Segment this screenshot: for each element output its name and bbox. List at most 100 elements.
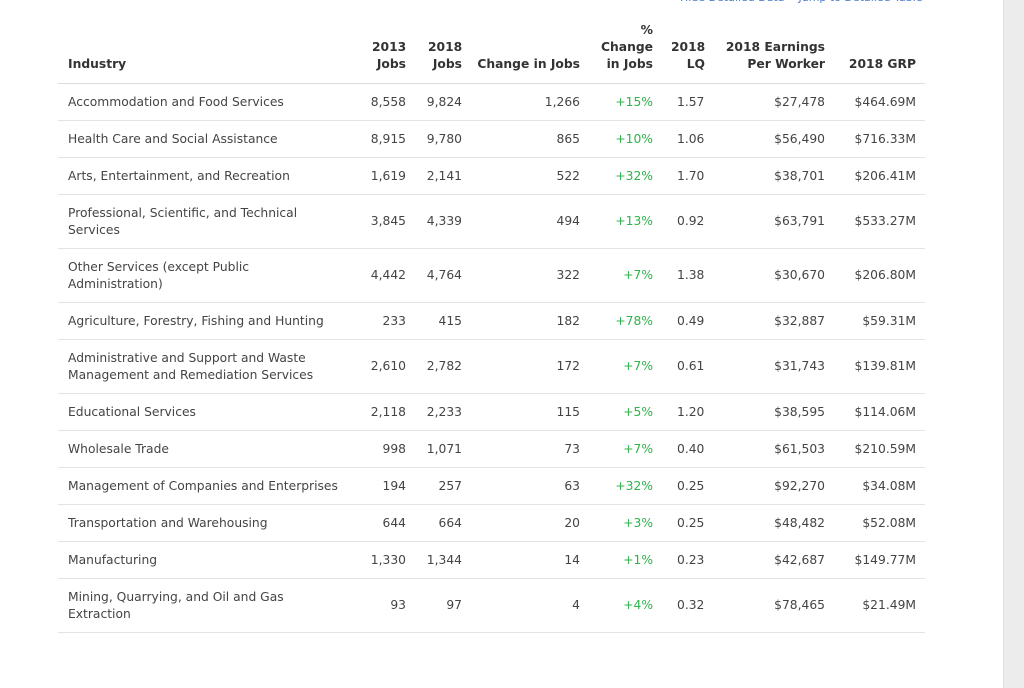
column-header: Industry bbox=[58, 22, 358, 84]
cell: 9,780 bbox=[406, 120, 462, 158]
cell: 0.49 bbox=[653, 302, 705, 340]
cell: $464.69M bbox=[825, 83, 925, 121]
table-row: Other Services (except Public Administra… bbox=[58, 248, 925, 303]
cell: 494 bbox=[462, 194, 580, 249]
cell: 20 bbox=[462, 504, 580, 542]
cell: +3% bbox=[580, 504, 653, 542]
cell: 0.25 bbox=[653, 467, 705, 505]
cell: Administrative and Support and Waste Man… bbox=[58, 339, 358, 394]
cell: 0.23 bbox=[653, 541, 705, 579]
cell: +32% bbox=[580, 467, 653, 505]
cell: $32,887 bbox=[705, 302, 825, 340]
cell: $31,743 bbox=[705, 339, 825, 394]
link[interactable]: Hide Detailed Data bbox=[680, 0, 785, 4]
cell: Accommodation and Food Services bbox=[58, 83, 358, 121]
cell: Wholesale Trade bbox=[58, 430, 358, 468]
table-row: Wholesale Trade 998 1,071 73 +7% 0.40 $61,503 $… bbox=[58, 430, 925, 468]
cell: +4% bbox=[580, 578, 653, 633]
cell: $206.41M bbox=[825, 157, 925, 195]
header-text: 2018 Jobs bbox=[428, 40, 463, 71]
cell: Transportation and Warehousing bbox=[58, 504, 358, 542]
cell: $63,791 bbox=[705, 194, 825, 249]
cell: 2,610 bbox=[358, 339, 406, 394]
cell: $139.81M bbox=[825, 339, 925, 394]
cell: Professional, Scientific, and Technical … bbox=[58, 194, 358, 249]
cell: $21.49M bbox=[825, 578, 925, 633]
scrollbar bbox=[1003, 0, 1024, 688]
cell: Manufacturing bbox=[58, 541, 358, 579]
cell: 1,330 bbox=[358, 541, 406, 579]
cell: Arts, Entertainment, and Recreation bbox=[58, 157, 358, 195]
column-header: % Change in Jobs bbox=[580, 22, 653, 84]
header-text: 2018 Earnings Per Worker bbox=[725, 40, 825, 71]
cell: +5% bbox=[580, 393, 653, 431]
cell: +78% bbox=[580, 302, 653, 340]
cell: 182 bbox=[462, 302, 580, 340]
cell: 233 bbox=[358, 302, 406, 340]
link[interactable]: Jump to Detailed Table bbox=[799, 0, 923, 4]
cell: 1.06 bbox=[653, 120, 705, 158]
cell: 1.38 bbox=[653, 248, 705, 303]
header-row: Industry 2013 Jobs 2018 Jobs Change in Jobs… bbox=[58, 22, 925, 84]
cell: 0.32 bbox=[653, 578, 705, 633]
cell: $533.27M bbox=[825, 194, 925, 249]
cell: 522 bbox=[462, 157, 580, 195]
cell: +1% bbox=[580, 541, 653, 579]
cell: 1,071 bbox=[406, 430, 462, 468]
header-text: 2018 LQ bbox=[671, 40, 706, 71]
cell: 322 bbox=[462, 248, 580, 303]
column-header: 2018 Earnings Per Worker bbox=[705, 22, 825, 84]
cell: 8,558 bbox=[358, 83, 406, 121]
cell: $92,270 bbox=[705, 467, 825, 505]
cell: +13% bbox=[580, 194, 653, 249]
cell: Other Services (except Public Administra… bbox=[58, 248, 358, 303]
cell: $206.80M bbox=[825, 248, 925, 303]
cell: +7% bbox=[580, 430, 653, 468]
cell: $27,478 bbox=[705, 83, 825, 121]
table-row: Manufacturing 1,330 1,344 14 +1% 0.23 $42,687 $… bbox=[58, 541, 925, 579]
cell: 0.92 bbox=[653, 194, 705, 249]
cell: +7% bbox=[580, 339, 653, 394]
cell: Health Care and Social Assistance bbox=[58, 120, 358, 158]
cell: $114.06M bbox=[825, 393, 925, 431]
cell: $42,687 bbox=[705, 541, 825, 579]
cell: 4,764 bbox=[406, 248, 462, 303]
cell: $78,465 bbox=[705, 578, 825, 633]
cell: 63 bbox=[462, 467, 580, 505]
cell: Agriculture, Forestry, Fishing and Hunti… bbox=[58, 302, 358, 340]
cell: $38,701 bbox=[705, 157, 825, 195]
table-row: Health Care and Social Assistance 8,915 9,… bbox=[58, 120, 925, 158]
cell: $38,595 bbox=[705, 393, 825, 431]
column-header: 2018 GRP bbox=[825, 22, 925, 84]
cell: $56,490 bbox=[705, 120, 825, 158]
cell: 1,344 bbox=[406, 541, 462, 579]
cell: 172 bbox=[462, 339, 580, 394]
cell: 257 bbox=[406, 467, 462, 505]
header-text: 2013 Jobs bbox=[372, 40, 407, 71]
cell: 1.57 bbox=[653, 83, 705, 121]
column-header: 2018 LQ bbox=[653, 22, 705, 84]
cell: 9,824 bbox=[406, 83, 462, 121]
table-row: Administrative and Support and Waste Man… bbox=[58, 339, 925, 394]
cell: 93 bbox=[358, 578, 406, 633]
column-header: 2018 Jobs bbox=[406, 22, 462, 84]
cell: +7% bbox=[580, 248, 653, 303]
column-header: Change in Jobs bbox=[462, 22, 580, 84]
table-row: Management of Companies and Enterprises 1… bbox=[58, 467, 925, 505]
cell: 998 bbox=[358, 430, 406, 468]
table-body: Accommodation and Food Services 8,558 9,82… bbox=[58, 83, 925, 633]
cell: 415 bbox=[406, 302, 462, 340]
cell: 4,442 bbox=[358, 248, 406, 303]
cell: 73 bbox=[462, 430, 580, 468]
cell: 644 bbox=[358, 504, 406, 542]
cell: 3,845 bbox=[358, 194, 406, 249]
column-header: 2013 Jobs bbox=[358, 22, 406, 84]
cell: $716.33M bbox=[825, 120, 925, 158]
table-row: Accommodation and Food Services 8,558 9,82… bbox=[58, 83, 925, 121]
table-row: Professional, Scientific, and Technical … bbox=[58, 194, 925, 249]
cell: 115 bbox=[462, 393, 580, 431]
table-row: Transportation and Warehousing 644 664 20 +3… bbox=[58, 504, 925, 542]
cell: +15% bbox=[580, 83, 653, 121]
industry-table: Industry 2013 Jobs 2018 Jobs Change in Jobs… bbox=[58, 22, 925, 633]
